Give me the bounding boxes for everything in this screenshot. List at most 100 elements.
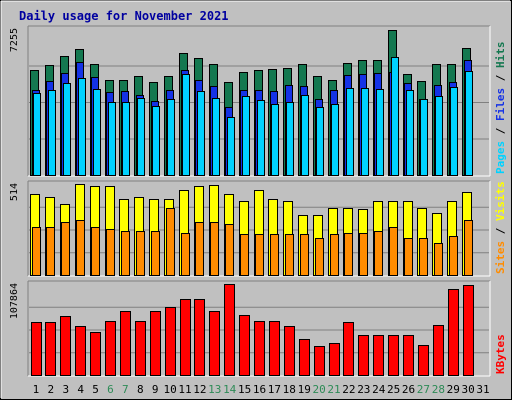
kbytes-bar bbox=[329, 343, 340, 376]
pages-bar bbox=[331, 104, 339, 176]
y-max-label: 107864 bbox=[9, 283, 20, 319]
visits-sites-panel bbox=[27, 180, 491, 277]
kbytes-bar bbox=[299, 339, 310, 376]
kbytes-bar bbox=[448, 289, 459, 376]
pages-bar bbox=[48, 90, 56, 176]
legend-text: Pages / Files / Hits bbox=[494, 42, 507, 175]
pages-bar bbox=[122, 102, 130, 176]
pages-bar bbox=[420, 99, 428, 176]
sites-bar bbox=[404, 238, 413, 276]
legend-text: Sites / Visits bbox=[494, 181, 507, 274]
legend-item: Visits bbox=[494, 181, 507, 221]
pages-bar bbox=[391, 57, 399, 176]
kbytes-bar bbox=[418, 345, 429, 376]
x-axis-day-label: 14 bbox=[223, 383, 237, 396]
x-axis-day-label: 10 bbox=[163, 383, 176, 396]
pages-bar bbox=[108, 102, 116, 176]
sites-bar bbox=[434, 243, 443, 276]
x-axis-day-label: 28 bbox=[432, 383, 445, 396]
x-axis-day-label: 25 bbox=[387, 383, 400, 396]
legend-separator: / bbox=[494, 68, 507, 88]
pages-bar bbox=[93, 89, 101, 176]
sites-bar bbox=[121, 231, 130, 276]
sites-bar bbox=[210, 222, 219, 276]
x-axis-day-label: 9 bbox=[152, 383, 159, 396]
sites-bar bbox=[151, 231, 160, 276]
x-axis-day-label: 23 bbox=[357, 383, 370, 396]
pages-bar bbox=[316, 107, 324, 176]
legend-item: KBytes bbox=[494, 334, 507, 374]
sites-bar bbox=[61, 222, 70, 276]
x-axis-day-label: 31 bbox=[476, 383, 489, 396]
x-axis-day-label: 27 bbox=[417, 383, 430, 396]
pages-bar bbox=[182, 74, 190, 176]
legend-separator: / bbox=[494, 221, 507, 241]
pages-bar bbox=[33, 93, 41, 176]
kbytes-bar bbox=[388, 335, 399, 376]
pages-bar bbox=[78, 78, 86, 176]
x-axis-day-label: 20 bbox=[312, 383, 325, 396]
hits-files-pages-panel bbox=[27, 25, 491, 177]
kbytes-bar bbox=[224, 284, 235, 376]
pages-bar bbox=[435, 96, 443, 176]
pages-bar bbox=[197, 91, 205, 176]
x-axis-day-label: 7 bbox=[122, 383, 129, 396]
kbytes-bar bbox=[284, 326, 295, 376]
x-axis-day-label: 5 bbox=[92, 383, 99, 396]
kbytes-bar bbox=[254, 321, 265, 376]
pages-bar bbox=[242, 96, 250, 176]
legend-item: Sites bbox=[494, 241, 507, 274]
x-axis-day-label: 12 bbox=[193, 383, 206, 396]
x-axis-day-label: 30 bbox=[462, 383, 475, 396]
x-axis-day-label: 21 bbox=[327, 383, 340, 396]
sites-bar bbox=[359, 233, 368, 276]
sites-bar bbox=[300, 234, 309, 276]
kbytes-bar bbox=[60, 316, 71, 376]
sites-bar bbox=[32, 227, 41, 276]
pages-bar bbox=[137, 98, 145, 176]
kbytes-bar bbox=[373, 335, 384, 376]
x-axis-day-label: 18 bbox=[283, 383, 296, 396]
x-axis-day-label: 11 bbox=[178, 383, 191, 396]
kbytes-bar bbox=[120, 311, 131, 376]
y-max-label: 7255 bbox=[9, 28, 20, 52]
kbytes-bar bbox=[209, 311, 220, 376]
kbytes-bar bbox=[135, 321, 146, 376]
kbytes-bar bbox=[150, 311, 161, 376]
x-axis-day-label: 2 bbox=[48, 383, 55, 396]
pages-bar bbox=[63, 83, 71, 176]
pages-bar bbox=[346, 88, 354, 176]
pages-bar bbox=[167, 99, 175, 176]
x-axis-day-label: 29 bbox=[447, 383, 460, 396]
kbytes-bar bbox=[343, 322, 354, 376]
sites-bar bbox=[285, 234, 294, 276]
x-axis-day-label: 1 bbox=[33, 383, 40, 396]
legend: Pages / Files / Hits bbox=[494, 42, 507, 175]
sites-bar bbox=[315, 238, 324, 276]
x-axis-day-label: 13 bbox=[208, 383, 221, 396]
x-axis-day-label: 16 bbox=[253, 383, 266, 396]
pages-bar bbox=[301, 95, 309, 176]
sites-bar bbox=[255, 234, 264, 276]
sites-bar bbox=[389, 227, 398, 276]
sites-bar bbox=[76, 220, 85, 276]
kbytes-panel bbox=[27, 280, 491, 377]
sites-bar bbox=[270, 234, 279, 276]
kbytes-bar bbox=[194, 299, 205, 376]
x-axis-day-label: 6 bbox=[107, 383, 114, 396]
kbytes-bar bbox=[358, 335, 369, 376]
kbytes-bar bbox=[403, 335, 414, 376]
pages-bar bbox=[406, 90, 414, 176]
pages-bar bbox=[212, 98, 220, 176]
chart-panels: 7255 Pages / Files / Hits 514 Sites / Visit… bbox=[9, 25, 507, 377]
y-max-label: 514 bbox=[9, 183, 20, 201]
x-axis-day-label: 3 bbox=[62, 383, 69, 396]
sites-bar bbox=[46, 227, 55, 276]
kbytes-bar bbox=[105, 321, 116, 376]
sites-bar bbox=[166, 208, 175, 276]
pages-bar bbox=[257, 100, 265, 176]
kbytes-bar bbox=[75, 326, 86, 376]
legend: Sites / Visits bbox=[494, 181, 507, 274]
pages-bar bbox=[271, 104, 279, 176]
